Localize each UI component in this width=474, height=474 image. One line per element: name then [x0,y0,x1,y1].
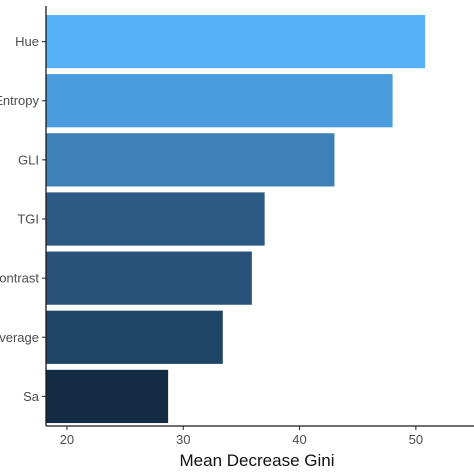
bars-group [46,14,426,424]
y-tick-label-sa: Sa [23,389,40,404]
y-tick-label-entropy: Entropy [0,93,39,108]
bar-average [46,310,223,364]
x-tick-label: 20 [60,432,74,447]
bar-entropy [46,74,393,128]
y-tick-label-hue: Hue [15,34,39,49]
bar-gli [46,133,335,187]
bar-hue [46,14,426,69]
bar-sa [46,369,169,424]
y-tick-label-tgi: TGI [17,212,39,227]
y-tick-label-gli: GLI [18,152,39,167]
x-tick-label: 30 [176,432,190,447]
x-axis-title: Mean Decrease Gini [180,451,335,470]
y-tick-label-contrast: Contrast [0,271,39,286]
bar-tgi [46,192,265,246]
y-tick-label-average: Average [0,330,39,345]
bar-contrast [46,251,252,305]
x-tick-label: 50 [409,432,423,447]
y-tick-labels: Hue Entropy GLI TGI Contrast Average Sa [0,34,46,404]
x-tick-label: 40 [292,432,306,447]
x-ticks: 20 30 40 50 [60,426,423,447]
